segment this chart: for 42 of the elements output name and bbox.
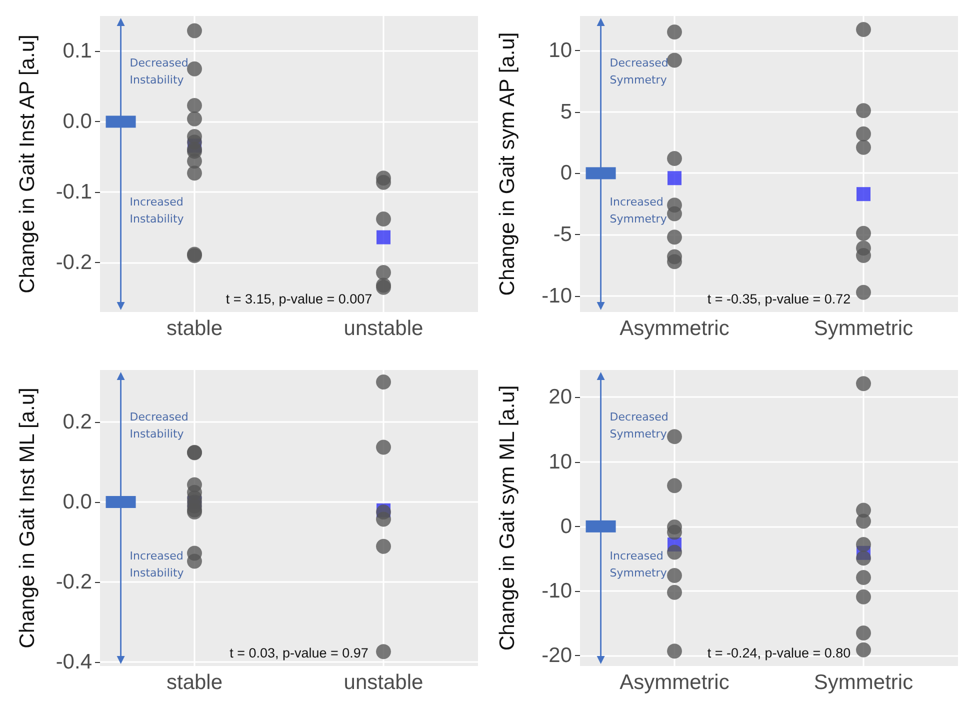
annotation: Increased Instability: [130, 550, 184, 580]
y-tick-label: -20: [542, 644, 572, 668]
y-tick-label: 10: [548, 38, 572, 62]
y-tick-label: 0: [560, 514, 572, 538]
y-tick-label: -0.2: [56, 570, 92, 594]
y-tick-label: 10: [548, 450, 572, 474]
y-axis-title: Change in Gait sym ML [a.u]: [496, 385, 519, 651]
y-tick-label: 5: [560, 100, 572, 124]
annotation: Decreased Instability: [130, 410, 188, 440]
annotation: Increased Symmetry: [610, 196, 668, 226]
y-tick-label: 0.0: [62, 110, 92, 134]
annotation: Increased Symmetry: [610, 550, 668, 580]
y-tick-label: 0.1: [62, 40, 92, 63]
x-tick-label: unstable: [344, 317, 424, 340]
y-tick-label: -0.2: [56, 251, 92, 274]
x-tick-label: Asymmetric: [620, 317, 730, 340]
annotation: t = 3.15, p-value = 0.007: [226, 292, 372, 306]
annotation: Increased Instability: [130, 196, 184, 226]
annotation: t = -0.35, p-value = 0.72: [707, 292, 851, 306]
y-tick-label: 20: [548, 386, 572, 409]
y-tick-label: -10: [542, 284, 572, 308]
y-axis-title: Change in Gait Inst AP [a.u]: [16, 34, 39, 294]
annotation: Decreased Symmetry: [610, 410, 668, 440]
y-tick-label: -0.1: [56, 180, 92, 204]
x-tick-label: Symmetric: [814, 317, 914, 340]
annotation: t = 0.03, p-value = 0.97: [230, 646, 368, 660]
y-axis-title: Change in Gait Inst ML [a.u]: [16, 388, 39, 648]
x-tick-label: Symmetric: [814, 671, 914, 694]
y-tick-label: 0.0: [62, 490, 92, 514]
x-tick-label: unstable: [344, 671, 424, 694]
annotation: Decreased Symmetry: [610, 56, 668, 86]
y-tick-label: -0.4: [56, 650, 92, 674]
annotation: t = -0.24, p-value = 0.80: [707, 646, 851, 660]
x-tick-label: stable: [166, 671, 223, 694]
y-tick-label: -5: [553, 223, 572, 246]
y-tick-label: 0.2: [62, 410, 92, 434]
x-tick-label: stable: [166, 317, 223, 340]
x-tick-label: Asymmetric: [620, 671, 730, 694]
y-tick-label: -10: [542, 580, 572, 603]
y-tick-label: 0: [560, 162, 572, 185]
y-axis-title: Change in Gait sym AP [a.u]: [496, 32, 519, 296]
annotation: Decreased Instability: [130, 56, 188, 86]
